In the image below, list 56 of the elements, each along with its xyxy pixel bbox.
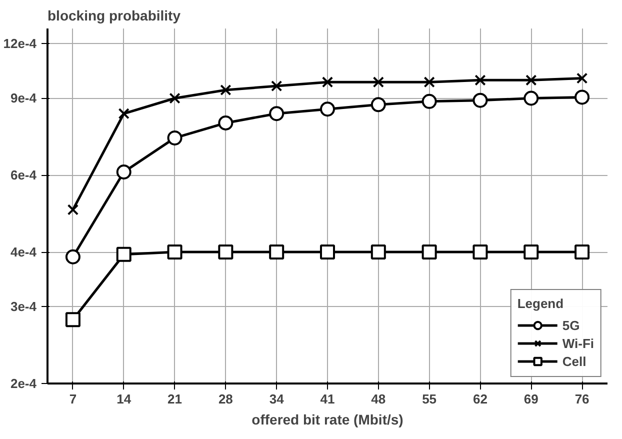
x-tick-label: 62 bbox=[472, 392, 488, 406]
legend-label: Wi-Fi bbox=[562, 334, 594, 352]
y-tick-label: 2e-4 bbox=[10, 376, 38, 391]
point bbox=[526, 74, 537, 86]
legend-title: Legend bbox=[517, 296, 565, 311]
point bbox=[524, 90, 539, 106]
x-tick-label: 48 bbox=[371, 392, 386, 406]
x-tick-label: 55 bbox=[422, 392, 437, 406]
point bbox=[472, 244, 488, 260]
point bbox=[422, 94, 437, 109]
x-tick-label: 14 bbox=[116, 392, 132, 406]
y-tick-label: 3e-4 bbox=[10, 299, 38, 314]
x-tick-label: 7 bbox=[69, 392, 77, 406]
point bbox=[524, 244, 539, 260]
point bbox=[169, 92, 180, 104]
point bbox=[220, 84, 232, 96]
point bbox=[218, 115, 234, 130]
point bbox=[218, 244, 234, 260]
point bbox=[422, 244, 437, 260]
point bbox=[270, 80, 282, 92]
point bbox=[320, 244, 335, 260]
x-tick-label: 41 bbox=[320, 392, 335, 406]
point bbox=[118, 108, 130, 120]
point bbox=[167, 244, 182, 260]
point bbox=[574, 90, 590, 105]
legend-label: 5G bbox=[562, 316, 581, 334]
legend-label: Cell bbox=[562, 352, 586, 370]
y-tick-label: 12e-4 bbox=[3, 36, 38, 52]
x-tick-label: 28 bbox=[218, 392, 233, 406]
point bbox=[370, 244, 386, 260]
y-tick-label: 4e-4 bbox=[10, 244, 38, 260]
point bbox=[167, 130, 182, 146]
point bbox=[424, 76, 435, 88]
x-tick-label: 69 bbox=[524, 392, 538, 406]
x-tick-label: 34 bbox=[269, 392, 285, 406]
point bbox=[472, 92, 488, 108]
point bbox=[320, 102, 335, 117]
point bbox=[116, 246, 132, 262]
x-axis-title: offered bit rate (Mbit/s) bbox=[252, 412, 404, 428]
point bbox=[574, 244, 590, 260]
point bbox=[372, 76, 384, 88]
point bbox=[322, 76, 334, 88]
y-tick-label: 9e-4 bbox=[10, 90, 38, 106]
y-axis-title: blocking probability bbox=[48, 8, 181, 24]
point bbox=[67, 204, 79, 216]
point bbox=[269, 244, 284, 260]
point bbox=[269, 106, 284, 122]
x-tick-label: 76 bbox=[574, 392, 590, 406]
point bbox=[116, 164, 132, 180]
point bbox=[65, 312, 80, 328]
point bbox=[370, 97, 386, 112]
y-tick-label: 6e-4 bbox=[10, 168, 38, 183]
point bbox=[474, 74, 486, 86]
point bbox=[65, 249, 80, 264]
x-tick-label: 21 bbox=[168, 392, 182, 406]
point bbox=[576, 72, 588, 84]
